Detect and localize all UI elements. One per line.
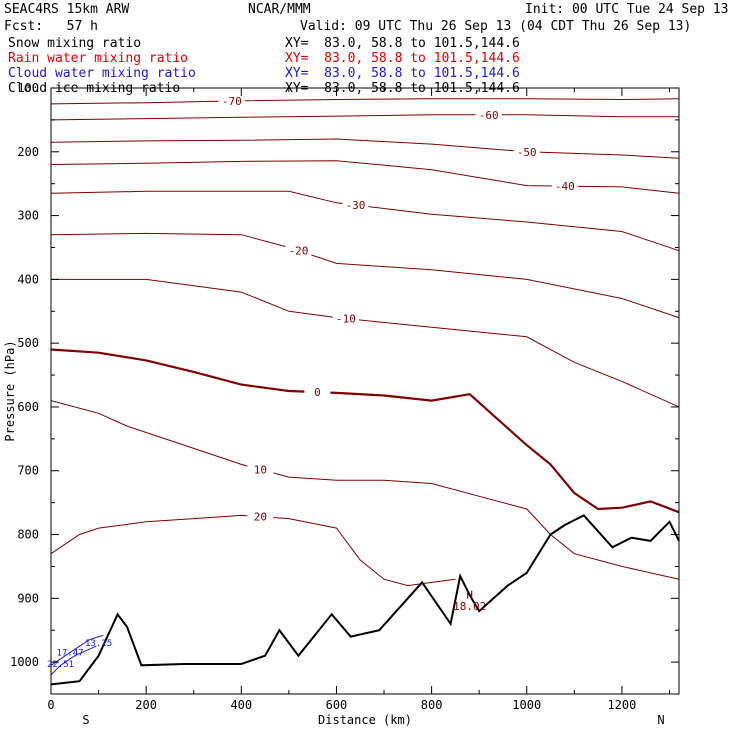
isotherm-line-0: [50, 98, 680, 105]
field-snow-label: Snow mixing ratio: [8, 36, 142, 51]
field-rain-label: Rain water mixing ratio: [8, 51, 189, 66]
field-cloudwater-label: Cloud water mixing ratio: [8, 66, 196, 81]
isotherm-label: -30: [346, 199, 366, 212]
isotherm-label: -50: [517, 146, 537, 159]
annotation-label: 13.25: [85, 639, 112, 649]
contour-labels: -70 -60 -50 -40 -30 -20 -10 0 10 20 H18.02 13.2517.…: [47, 94, 578, 670]
field-rain-xy: XY= 83.0, 58.8 to 101.5,144.6: [285, 51, 520, 66]
y-tick-label: 500: [17, 336, 39, 350]
x-tick-label: 600: [326, 698, 348, 712]
isotherm-line-6: [51, 278, 680, 408]
center-title: NCAR/MMM: [248, 2, 311, 17]
annotation-label: H: [466, 588, 473, 601]
annotation-label: 22.51: [47, 660, 74, 670]
isotherm-line-7: [50, 348, 680, 514]
cloud-water-contours: [50, 634, 104, 676]
isotherm-line-9: [50, 514, 456, 587]
isotherm-line-5: [50, 232, 680, 319]
isotherm-line-4: [50, 190, 680, 252]
isotherm-label: -60: [479, 109, 499, 122]
terrain-profile: [50, 514, 680, 686]
isotherm-label-bg: [332, 312, 359, 325]
isotherm-label: -70: [222, 95, 242, 108]
y-tick-label: 900: [17, 591, 39, 605]
annotation-label: 17.47: [56, 649, 83, 659]
isotherm-label: -10: [336, 313, 356, 326]
y-tick-label: 300: [17, 209, 39, 223]
x-tick-label: 400: [230, 698, 252, 712]
valid-time: Valid: 09 UTC Thu 26 Sep 13 (04 CDT Thu …: [300, 19, 692, 34]
field-snow-xy: XY= 83.0, 58.8 to 101.5,144.6: [285, 36, 520, 51]
isotherm-label-bg: [342, 199, 369, 212]
isotherm-line-8: [50, 400, 680, 580]
isotherm-line-1: [50, 114, 679, 121]
x-axis-label: Distance (km): [318, 713, 412, 727]
north-end-label: N: [657, 713, 664, 727]
isotherm-label-bg: [551, 180, 578, 193]
isotherm-lines: [50, 98, 680, 587]
y-axis-label: Pressure (hPa): [3, 340, 17, 441]
isotherm-label-bg: [247, 510, 274, 523]
x-tick-label: 200: [135, 698, 157, 712]
isotherm-label-bg: [285, 244, 312, 257]
annotation-label: 18.02: [453, 600, 486, 613]
terrain-line: [50, 514, 680, 686]
isotherm-label: 20: [254, 511, 267, 524]
cloud-water-contour-0: [50, 634, 104, 666]
isotherm-label-bg: [475, 108, 502, 121]
isotherm-label-bg: [513, 145, 540, 158]
isotherm-label-bg: [218, 94, 245, 107]
isotherm-line-3: [50, 160, 680, 194]
y-tick-label: 200: [17, 145, 39, 159]
x-tick-label: 1000: [512, 698, 541, 712]
isotherm-label: 10: [254, 463, 267, 476]
cloud-water-contour-1: [50, 645, 97, 676]
x-tick-label: 1200: [607, 698, 636, 712]
isotherm-line-2: [50, 138, 680, 159]
x-tick-label: 0: [47, 698, 54, 712]
forecast-hour: Fcst: 57 h: [4, 19, 98, 34]
south-end-label: S: [82, 713, 89, 727]
isotherm-label: 0: [314, 386, 321, 399]
isotherm-label-bg: [247, 463, 274, 476]
x-tick-label: 800: [421, 698, 443, 712]
plot-frame: [50, 87, 680, 695]
isotherm-label-bg: [304, 386, 331, 399]
init-time: Init: 00 UTC Tue 24 Sep 13: [525, 2, 729, 17]
y-tick-label: 700: [17, 464, 39, 478]
model-title: SEAC4RS 15km ARW: [4, 2, 130, 17]
field-cloudwater-xy: XY= 83.0, 58.8 to 101.5,144.6: [285, 66, 520, 81]
y-tick-label: 600: [17, 400, 39, 414]
y-tick-label: 400: [17, 272, 39, 286]
y-tick-label: 1000: [10, 655, 39, 669]
y-tick-label: 100: [17, 81, 39, 95]
isotherm-label: -40: [555, 180, 575, 193]
y-tick-label: 800: [17, 528, 39, 542]
isotherm-label: -20: [288, 245, 308, 258]
